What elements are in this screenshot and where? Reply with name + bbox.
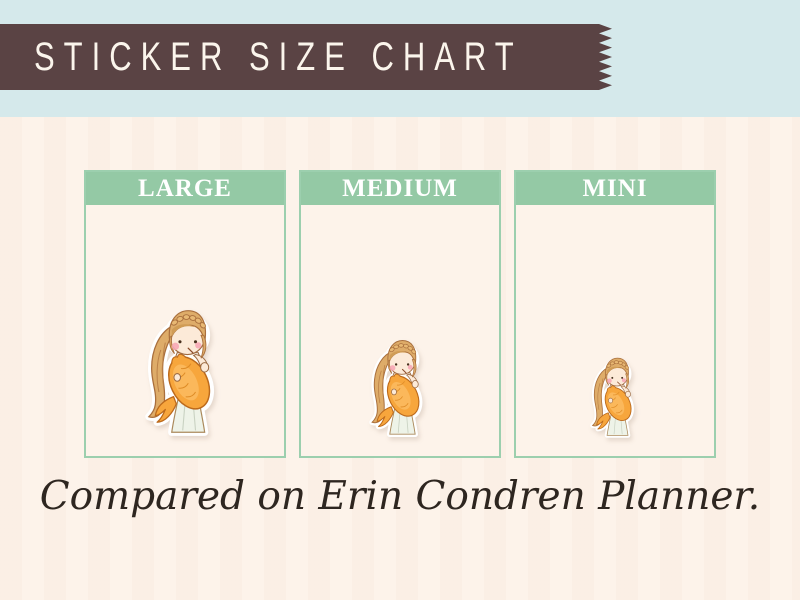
comparison-panel: LARGE (0, 117, 800, 600)
size-column-large: LARGE (84, 170, 286, 458)
column-label-medium: MEDIUM (342, 175, 458, 202)
sticker-image-mini (585, 352, 646, 441)
size-column-medium: MEDIUM (299, 170, 501, 458)
column-header-mini: MINI (516, 172, 714, 205)
column-header-medium: MEDIUM (301, 172, 499, 205)
page-title: STICKER SIZE CHART (34, 33, 523, 79)
sticker-image-medium (363, 333, 437, 441)
top-band: STICKER SIZE CHART (0, 0, 800, 117)
sticker-image-large (137, 301, 233, 441)
size-column-mini: MINI (514, 170, 716, 458)
column-body-medium (301, 205, 499, 456)
size-columns: LARGE (0, 117, 800, 458)
girl-goldfish-sticker-illustration (589, 357, 634, 438)
title-banner-tape: STICKER SIZE CHART (0, 24, 612, 90)
column-label-large: LARGE (138, 175, 232, 202)
column-label-mini: MINI (582, 175, 648, 202)
girl-goldfish-sticker-illustration (145, 310, 215, 436)
girl-goldfish-sticker-illustration (369, 340, 423, 438)
column-body-mini (516, 205, 714, 456)
column-body-large (86, 205, 284, 456)
caption-text: Compared on Erin Condren Planner. (39, 474, 761, 519)
column-header-large: LARGE (86, 172, 284, 205)
